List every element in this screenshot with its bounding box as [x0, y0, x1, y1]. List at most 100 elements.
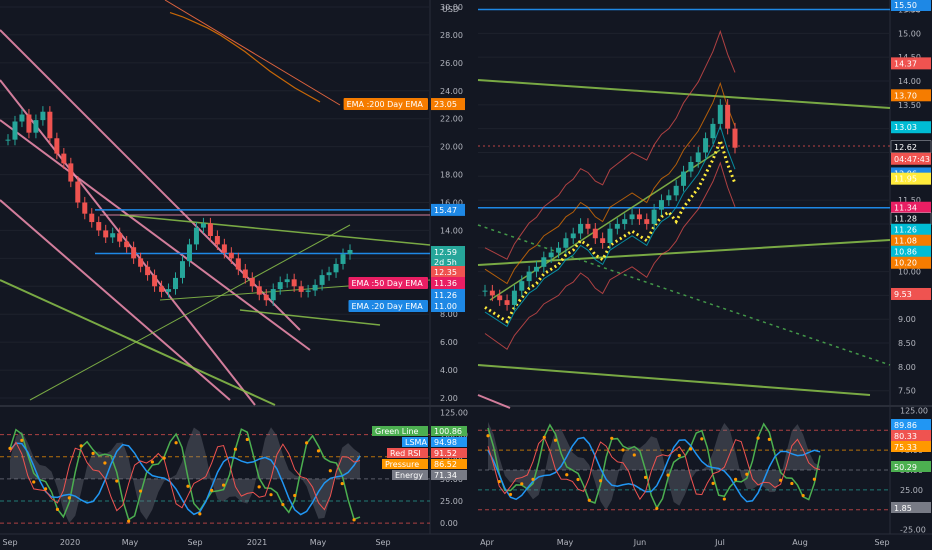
candle[interactable]: [519, 281, 525, 291]
candle[interactable]: [497, 295, 503, 301]
legend-item[interactable]: Green Line 100.86: [372, 426, 467, 436]
candle[interactable]: [326, 272, 332, 276]
candle[interactable]: [585, 223, 591, 229]
candle[interactable]: [131, 247, 137, 259]
candle[interactable]: [614, 223, 620, 229]
candle[interactable]: [319, 275, 325, 285]
candle[interactable]: [717, 104, 723, 124]
candle[interactable]: [563, 238, 569, 248]
candle[interactable]: [556, 247, 562, 253]
candle[interactable]: [200, 223, 206, 228]
candle[interactable]: [138, 258, 144, 267]
candle[interactable]: [117, 233, 123, 242]
legend-item[interactable]: Red RSI 91.52: [387, 448, 467, 458]
candle[interactable]: [159, 286, 165, 292]
candle[interactable]: [347, 249, 353, 255]
candle[interactable]: [688, 162, 694, 172]
candle[interactable]: [732, 128, 738, 148]
candle[interactable]: [489, 290, 495, 296]
candle[interactable]: [541, 257, 547, 267]
candle[interactable]: [193, 227, 199, 245]
candle[interactable]: [600, 238, 606, 243]
trend-line[interactable]: [477, 394, 511, 409]
candle[interactable]: [47, 111, 53, 139]
candle[interactable]: [82, 202, 88, 214]
candle[interactable]: [89, 213, 95, 223]
candle[interactable]: [103, 230, 109, 238]
candle[interactable]: [166, 289, 172, 292]
candle[interactable]: [26, 114, 32, 133]
candle[interactable]: [298, 286, 304, 292]
candle[interactable]: [186, 244, 192, 262]
candle[interactable]: [636, 214, 642, 220]
candle[interactable]: [622, 219, 628, 224]
candle[interactable]: [110, 233, 116, 238]
trend-line[interactable]: [0, 119, 311, 351]
candle[interactable]: [673, 185, 679, 196]
candle[interactable]: [658, 200, 664, 210]
candle[interactable]: [291, 279, 297, 287]
candle[interactable]: [592, 228, 598, 239]
legend-item[interactable]: Pressure 86.52: [382, 459, 467, 469]
candle[interactable]: [629, 214, 635, 220]
candle[interactable]: [228, 252, 234, 259]
trend-line[interactable]: [477, 364, 871, 396]
trend-line[interactable]: [0, 29, 301, 331]
candle[interactable]: [207, 223, 213, 237]
candle[interactable]: [305, 290, 311, 292]
candle[interactable]: [19, 114, 25, 122]
candle[interactable]: [607, 228, 613, 243]
candle[interactable]: [482, 290, 488, 292]
candle[interactable]: [703, 138, 709, 153]
candle[interactable]: [221, 244, 227, 253]
trend-line[interactable]: [477, 239, 891, 266]
candle[interactable]: [533, 266, 539, 272]
candle[interactable]: [666, 195, 672, 201]
candle[interactable]: [548, 252, 554, 258]
candle[interactable]: [12, 121, 18, 140]
candle[interactable]: [333, 263, 339, 273]
candle[interactable]: [124, 241, 130, 248]
candle[interactable]: [312, 284, 318, 291]
trend-line[interactable]: [239, 309, 381, 326]
trend-line[interactable]: [477, 224, 891, 366]
candle[interactable]: [96, 222, 102, 231]
candle[interactable]: [277, 282, 283, 290]
candle[interactable]: [270, 289, 276, 301]
candle[interactable]: [68, 163, 74, 182]
candle[interactable]: [249, 277, 255, 287]
trend-line[interactable]: [164, 0, 341, 106]
candle[interactable]: [179, 261, 185, 278]
candle[interactable]: [681, 171, 687, 186]
candle[interactable]: [75, 181, 81, 203]
candle[interactable]: [651, 209, 657, 224]
candle[interactable]: [695, 152, 701, 162]
trend-line[interactable]: [119, 214, 431, 246]
trend-line[interactable]: [0, 279, 276, 406]
candle[interactable]: [710, 123, 716, 139]
candle[interactable]: [235, 258, 241, 270]
candle[interactable]: [511, 290, 517, 305]
candle[interactable]: [214, 236, 220, 245]
candle[interactable]: [145, 266, 151, 276]
candle[interactable]: [284, 279, 290, 283]
candle[interactable]: [61, 153, 67, 164]
candle[interactable]: [504, 300, 510, 305]
candle[interactable]: [54, 138, 60, 154]
candle[interactable]: [33, 120, 39, 133]
candle[interactable]: [570, 233, 576, 239]
candle[interactable]: [256, 286, 262, 295]
candle[interactable]: [173, 277, 179, 290]
candle[interactable]: [578, 223, 584, 234]
candle[interactable]: [644, 219, 650, 224]
candle[interactable]: [340, 254, 346, 264]
candle[interactable]: [5, 139, 11, 141]
trend-line[interactable]: [477, 79, 891, 109]
candle[interactable]: [263, 294, 269, 301]
legend-item[interactable]: Energy 71.34: [392, 470, 467, 480]
candle[interactable]: [40, 111, 46, 121]
legend-item[interactable]: LSMA 94.98: [402, 437, 467, 447]
candle[interactable]: [725, 104, 731, 129]
candle[interactable]: [526, 271, 532, 282]
